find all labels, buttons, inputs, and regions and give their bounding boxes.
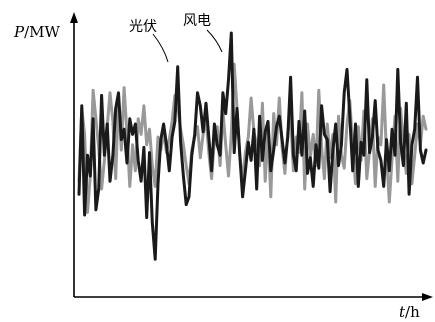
y-axis-label-unit: /MW — [24, 23, 60, 41]
series-label-pv: 光伏 — [129, 19, 157, 35]
series-line-pv — [77, 31, 428, 261]
x-axis-label-unit: /h — [405, 303, 420, 321]
y-axis-label-symbol: P — [13, 23, 25, 41]
pv-pointer-line — [152, 33, 169, 63]
y-axis-label: P/MW — [13, 23, 61, 41]
y-axis-arrow — [70, 12, 78, 23]
x-axis-arrow — [422, 293, 433, 301]
annotations: 光伏 风电 — [129, 13, 223, 63]
series-label-wind: 风电 — [183, 13, 211, 29]
wind-pointer-line — [206, 29, 223, 53]
series-layer — [77, 31, 428, 261]
x-axis-label: t/h — [399, 303, 420, 321]
axes — [70, 12, 433, 301]
x-axis-label-symbol: t — [399, 303, 406, 321]
